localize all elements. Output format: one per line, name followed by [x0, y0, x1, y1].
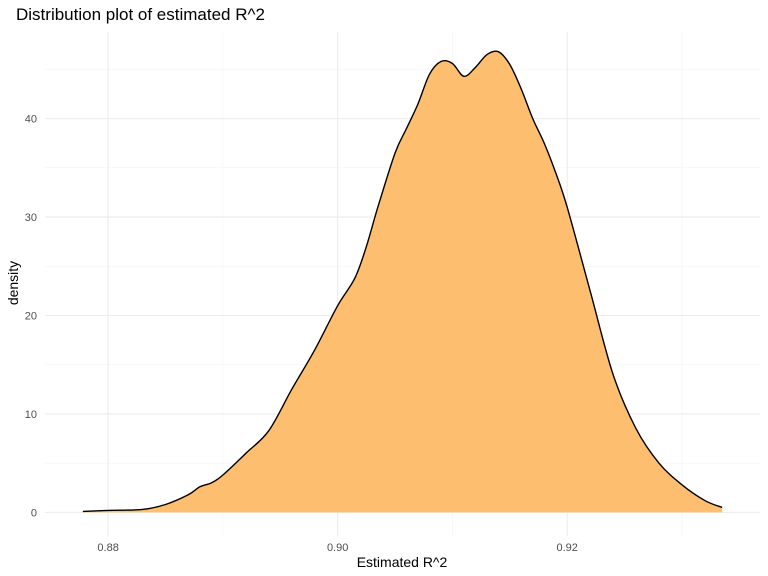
y-axis-title: density	[5, 261, 21, 305]
density-area	[82, 51, 723, 513]
y-tick-label: 0	[31, 507, 37, 519]
x-tick-label: 0.92	[556, 542, 577, 554]
density-line	[82, 50, 723, 513]
y-tick-label: 40	[25, 114, 37, 126]
x-tick-label: 0.90	[327, 542, 348, 554]
y-tick-label: 20	[25, 311, 37, 323]
x-axis-tick-labels: 0.88 0.90 0.92	[97, 542, 577, 554]
y-tick-label: 30	[25, 212, 37, 224]
chart-title: Distribution plot of estimated R^2	[16, 5, 265, 24]
y-axis-tick-labels: 0 10 20 30 40	[25, 114, 37, 520]
x-tick-label: 0.88	[97, 542, 118, 554]
x-axis-title: Estimated R^2	[357, 554, 448, 570]
y-tick-label: 10	[25, 409, 37, 421]
